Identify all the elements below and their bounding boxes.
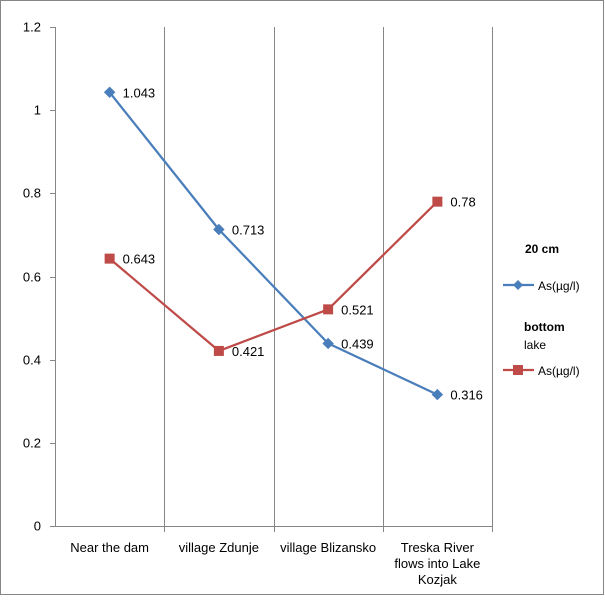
data-label: 0.643 xyxy=(123,252,156,267)
data-point xyxy=(104,253,115,264)
data-label: 0.421 xyxy=(232,344,265,359)
y-tick-label: 0.2 xyxy=(23,436,41,451)
data-point xyxy=(432,196,443,207)
legend-marker xyxy=(513,280,523,290)
data-label: 0.316 xyxy=(450,388,483,403)
x-tick-label: Treska River xyxy=(401,540,475,555)
y-tick-label: 0 xyxy=(34,519,41,534)
data-label: 0.78 xyxy=(450,195,475,210)
x-tick-label: village Zdunje xyxy=(179,540,259,555)
data-point xyxy=(213,223,225,236)
x-tick-label: Near the dam xyxy=(70,540,149,555)
data-label: 0.439 xyxy=(341,336,374,351)
data-point xyxy=(431,388,444,401)
y-tick-label: 0.4 xyxy=(23,353,41,368)
legend-group-title: 20 cm xyxy=(525,242,559,256)
y-tick-label: 0.8 xyxy=(23,186,41,201)
legend-label: As(µg/l) xyxy=(538,279,580,293)
legend-group-title: bottom xyxy=(524,320,565,334)
data-point xyxy=(322,337,334,350)
y-tick-label: 0.6 xyxy=(23,270,41,285)
series-line xyxy=(108,200,439,353)
data-label: 0.713 xyxy=(232,223,265,238)
data-point xyxy=(103,86,116,98)
y-tick-label: 1 xyxy=(34,103,41,118)
x-tick-label: flows into Lake xyxy=(394,556,480,571)
legend-group-title: lake xyxy=(524,338,546,352)
x-tick-label: Kozjak xyxy=(418,572,458,587)
x-tick-label: village Blizansko xyxy=(280,540,376,555)
legend-marker xyxy=(513,365,523,375)
data-point xyxy=(323,304,334,315)
legend-label: As(µg/l) xyxy=(538,364,580,378)
data-point xyxy=(213,345,224,356)
y-tick-label: 1.2 xyxy=(23,20,41,35)
series-line xyxy=(108,91,438,396)
data-label: 0.521 xyxy=(341,302,374,317)
data-label: 1.043 xyxy=(123,85,156,100)
